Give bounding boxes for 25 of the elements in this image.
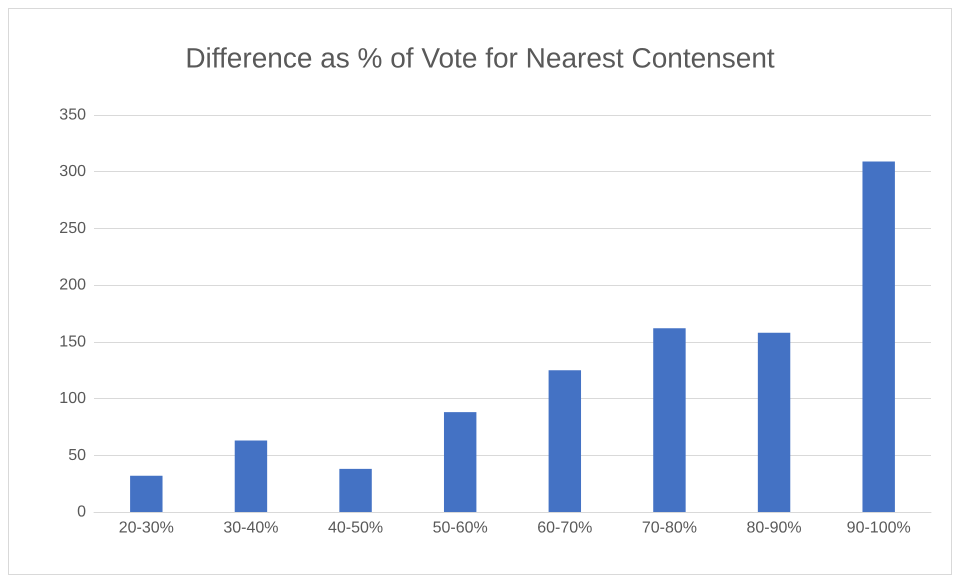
chart-title: Difference as % of Vote for Nearest Contensent — [185, 42, 775, 74]
bar — [653, 328, 686, 512]
bar — [130, 476, 163, 512]
bar — [444, 412, 476, 512]
bar — [339, 468, 372, 512]
x-tick-label: 80-90% — [746, 520, 802, 536]
bar — [758, 332, 790, 512]
y-tick-label: 350 — [59, 106, 86, 124]
x-tick-label: 70-80% — [642, 520, 698, 536]
y-tick-label: 0 — [77, 504, 86, 520]
y-tick-label: 300 — [59, 163, 86, 180]
y-tick-label: 50 — [68, 446, 86, 464]
bar — [234, 440, 268, 512]
x-tick-label: 20-30% — [118, 520, 174, 536]
x-tick-label: 30-40% — [223, 520, 279, 536]
bar — [548, 370, 582, 512]
y-tick-label: 100 — [59, 390, 86, 408]
x-tick-label: 50-60% — [432, 520, 488, 536]
x-tick-label: 60-70% — [537, 520, 592, 536]
bar — [862, 162, 895, 512]
x-tick-label: 40-50% — [328, 520, 384, 536]
y-tick-label: 150 — [59, 333, 86, 350]
y-tick-label: 200 — [59, 276, 86, 294]
x-tick-label: 90-100% — [846, 520, 911, 536]
y-tick-label: 250 — [59, 220, 86, 237]
